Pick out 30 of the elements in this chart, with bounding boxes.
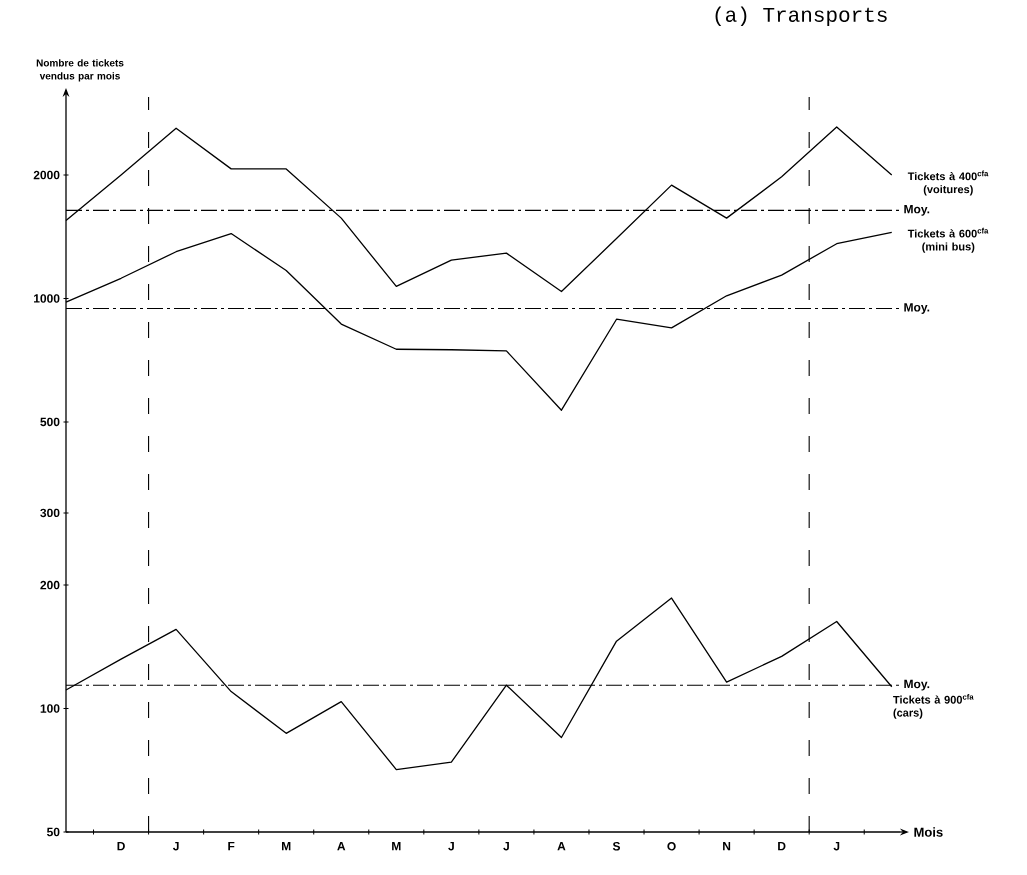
- x-tick-label: F: [228, 842, 235, 851]
- y-tick-label: 100: [40, 704, 60, 713]
- text: Tickets à 400$^{cfa}$ (voitures): [907, 170, 989, 196]
- ref-line-label: Moy.: [904, 303, 930, 314]
- x-tick-label: J: [172, 842, 179, 851]
- x-tick-label: S: [612, 842, 621, 851]
- x-tick-label: D: [117, 842, 125, 851]
- y-tick-label: 500: [40, 417, 60, 427]
- x-tick-label: A: [557, 842, 566, 851]
- x-tick-label: J: [503, 842, 509, 851]
- y-tick-label: 300: [40, 508, 60, 518]
- text: Tickets à 900$^{cfa}$ (cars): [893, 693, 974, 719]
- x-tick-label: D: [778, 842, 786, 851]
- y-tick-label: 50: [47, 827, 60, 837]
- x-axis-title: Mois: [914, 827, 943, 837]
- y-axis-title: Nombre de tickets vendus par mois: [36, 59, 124, 82]
- y-tick-label: 200: [40, 580, 60, 590]
- x-tick-label: M: [282, 842, 291, 851]
- y-tick-label: 2000: [33, 170, 60, 180]
- x-tick-label: O: [667, 842, 676, 851]
- x-tick-label: M: [392, 842, 401, 851]
- y-tick-label: 1000: [34, 294, 60, 303]
- ref-line-label: Moy.: [904, 205, 930, 216]
- x-tick-label: J: [448, 842, 454, 851]
- chart-title: (a) Transports: [715, 6, 887, 27]
- x-tick-label: A: [337, 842, 346, 851]
- x-tick-label: N: [723, 842, 731, 851]
- ref-line-label: Moy.: [904, 679, 930, 691]
- text: Tickets à 600$^{cfa}$ (mini bus): [907, 227, 989, 253]
- x-tick-label: J: [833, 842, 840, 851]
